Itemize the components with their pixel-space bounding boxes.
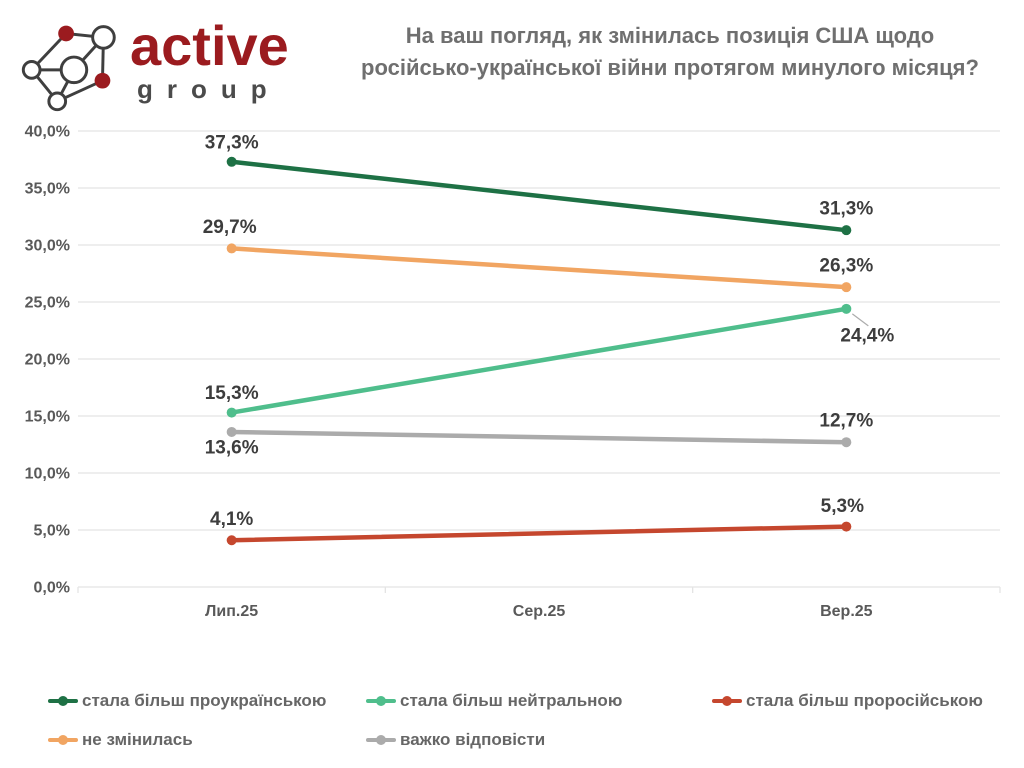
legend-marker-line	[366, 734, 396, 745]
logo-node	[47, 91, 68, 112]
legend-marker-dot	[58, 695, 68, 706]
logo-node-red-mid	[94, 72, 111, 89]
y-tick-label: 25,0%	[25, 295, 70, 312]
data-label: 24,4%	[840, 325, 894, 346]
logo-text-main: active	[130, 14, 289, 77]
logo-text: active group	[130, 18, 289, 105]
legend-marker-line	[712, 695, 742, 706]
legend-label: не змінилась	[82, 729, 193, 749]
data-label: 4,1%	[210, 509, 253, 530]
data-point	[226, 426, 237, 437]
legend-label: важко відповісти	[400, 729, 546, 749]
chart-title-line-1: На ваш погляд, як змінилась позиція США …	[405, 23, 935, 48]
legend-item-3: важко відповісти	[366, 730, 712, 750]
legend-label: стала більш проросійською	[746, 690, 983, 710]
legend-marker-line	[48, 695, 78, 706]
legend-marker-line	[48, 734, 78, 745]
data-label: 12,7%	[819, 411, 873, 432]
data-label: 5,3%	[821, 496, 864, 517]
chart-title-line-2: російсько-української війни протягом мин…	[361, 54, 979, 80]
legend-label: стала більш проукраїнською	[82, 690, 327, 710]
x-tick-label: Лип.25	[205, 603, 258, 620]
data-label: 37,3%	[205, 132, 259, 153]
data-label: 26,3%	[819, 256, 873, 277]
y-tick-label: 40,0%	[25, 124, 70, 141]
series-line-1	[229, 246, 849, 290]
legend-marker-dot	[376, 695, 386, 706]
data-point	[841, 437, 852, 448]
legend-item-1: не змінилась	[48, 730, 366, 750]
y-tick-label: 0,0%	[34, 580, 70, 597]
data-point	[841, 225, 852, 236]
logo-node	[91, 25, 116, 50]
data-point	[841, 282, 852, 293]
series-line-0	[229, 159, 849, 233]
x-tick-label: Вер.25	[820, 603, 873, 620]
data-point	[226, 243, 237, 254]
legend-marker-dot	[722, 695, 732, 706]
logo-text-sub: group	[137, 74, 281, 104]
chart-title: На ваш погляд, як змінилась позиція США …	[320, 20, 1020, 84]
label-leader-line	[851, 313, 869, 327]
data-point	[841, 303, 852, 314]
active-group-logo: active group	[12, 6, 312, 118]
data-label: 29,7%	[203, 217, 257, 238]
legend-item-2: стала більш нейтральною	[366, 691, 712, 711]
x-tick-label: Сер.25	[513, 603, 566, 620]
y-tick-label: 10,0%	[25, 466, 70, 483]
legend-item-4: стала більш проросійською	[712, 691, 1024, 711]
data-point	[226, 156, 237, 167]
legend-item-0: стала більш проукраїнською	[48, 691, 366, 711]
data-point	[226, 407, 237, 418]
series-line-3	[229, 429, 849, 445]
series-line-4	[229, 524, 849, 543]
data-point	[226, 535, 237, 546]
legend-marker-dot	[58, 734, 68, 745]
series-line-2	[229, 306, 849, 415]
data-point	[841, 521, 852, 532]
data-label: 15,3%	[205, 383, 259, 404]
network-logo-icon	[21, 25, 116, 112]
y-tick-label: 15,0%	[25, 409, 70, 426]
data-label: 13,6%	[205, 437, 259, 458]
legend-marker-line	[366, 695, 396, 706]
data-label: 31,3%	[819, 199, 873, 220]
y-tick-label: 20,0%	[25, 352, 70, 369]
legend-label: стала більш нейтральною	[400, 690, 623, 710]
y-tick-label: 5,0%	[34, 523, 70, 540]
logo-node-red-top	[58, 25, 74, 42]
logo-node	[59, 55, 89, 85]
logo-node	[21, 60, 42, 80]
y-tick-label: 30,0%	[25, 238, 70, 255]
legend-marker-dot	[376, 734, 386, 745]
y-tick-label: 35,0%	[25, 181, 70, 198]
chart-legend: стала більш проукраїнською стала більш не…	[0, 681, 1024, 759]
